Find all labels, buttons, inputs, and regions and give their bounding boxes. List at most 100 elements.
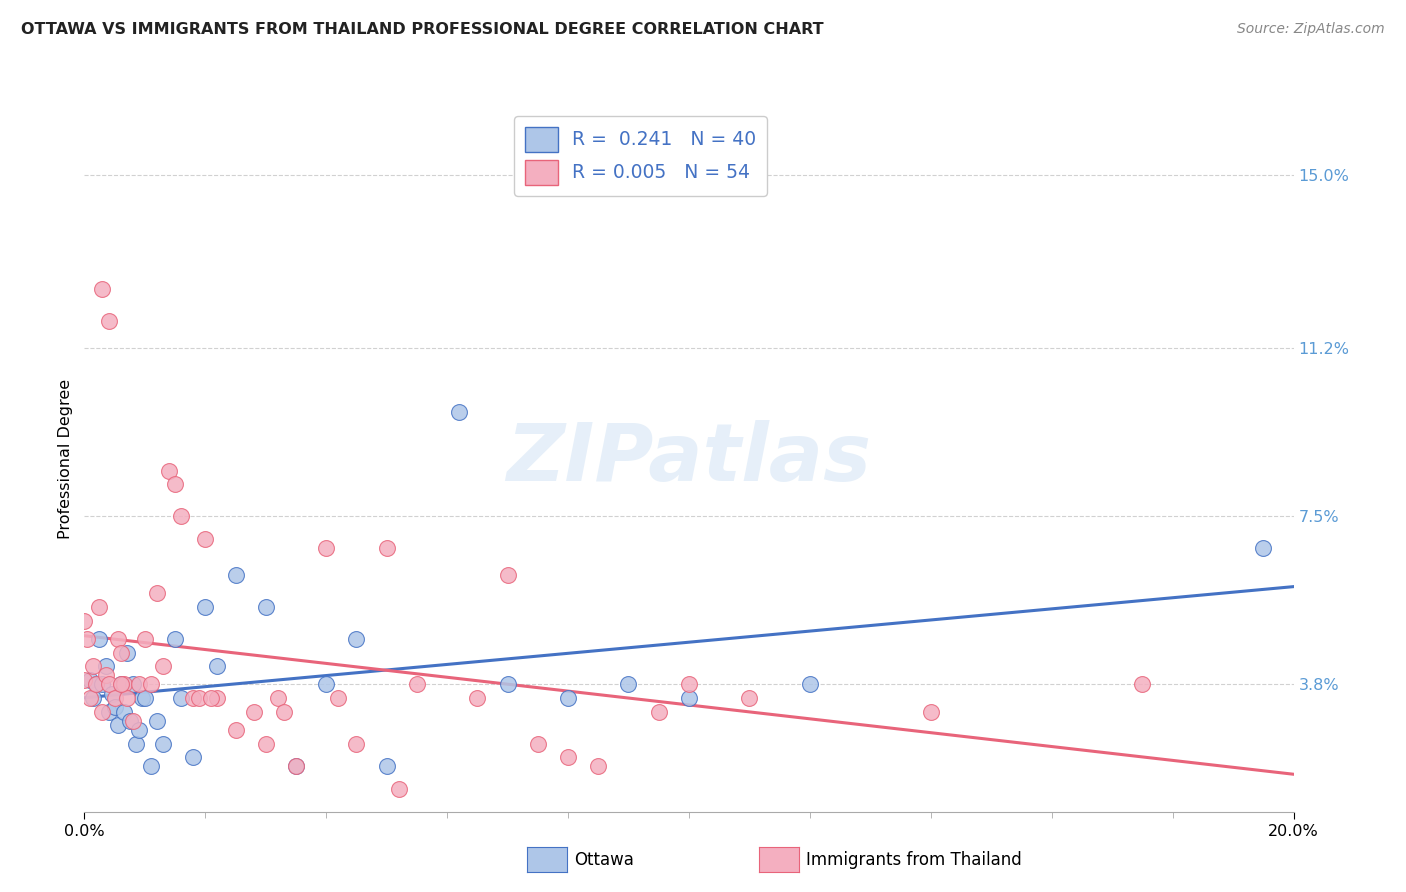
Point	[181, 750, 204, 764]
Point	[97, 705, 120, 719]
Point	[79, 691, 101, 706]
Point	[73, 614, 96, 628]
Point	[1130, 677, 1153, 691]
Point	[738, 691, 761, 706]
Point	[1251, 541, 1274, 555]
Point	[104, 700, 127, 714]
Point	[86, 677, 108, 691]
Point	[254, 737, 277, 751]
Point	[617, 677, 640, 691]
Point	[207, 691, 229, 706]
Legend: R =  0.241   N = 40, R = 0.005   N = 54: R = 0.241 N = 40, R = 0.005 N = 54	[515, 116, 766, 196]
Point	[225, 723, 247, 737]
Point	[375, 541, 398, 555]
Point	[94, 659, 117, 673]
Point	[152, 737, 174, 751]
Point	[152, 659, 174, 673]
Point	[125, 737, 148, 751]
Point	[89, 632, 111, 646]
Point	[121, 714, 143, 728]
Point	[97, 677, 120, 691]
Point	[188, 691, 211, 706]
Point	[115, 691, 138, 706]
Point	[146, 714, 169, 728]
Point	[200, 691, 222, 706]
Point	[82, 659, 104, 673]
Point	[97, 314, 120, 328]
Point	[799, 677, 821, 691]
Text: ZIPatlas: ZIPatlas	[506, 420, 872, 499]
Point	[107, 632, 129, 646]
Point	[557, 750, 579, 764]
Point	[128, 677, 150, 691]
Point	[467, 691, 489, 706]
Point	[388, 782, 411, 797]
Point	[91, 677, 114, 691]
Text: Source: ZipAtlas.com: Source: ZipAtlas.com	[1237, 22, 1385, 37]
Point	[242, 705, 264, 719]
Point	[170, 691, 193, 706]
Text: Immigrants from Thailand: Immigrants from Thailand	[806, 851, 1021, 869]
Point	[121, 677, 143, 691]
Point	[165, 477, 187, 491]
Point	[375, 759, 398, 773]
Point	[678, 677, 700, 691]
Point	[139, 677, 162, 691]
Point	[170, 509, 193, 524]
Point	[134, 632, 156, 646]
Point	[110, 646, 132, 660]
Point	[134, 691, 156, 706]
Y-axis label: Professional Degree: Professional Degree	[58, 379, 73, 540]
Point	[107, 718, 129, 732]
Point	[131, 691, 153, 706]
Point	[110, 677, 132, 691]
Point	[86, 677, 108, 691]
Point	[920, 705, 942, 719]
Point	[557, 691, 579, 706]
Point	[496, 568, 519, 582]
Point	[128, 723, 150, 737]
Point	[100, 686, 122, 700]
Point	[91, 282, 114, 296]
Point	[315, 541, 337, 555]
Point	[146, 586, 169, 600]
Point	[267, 691, 290, 706]
Point	[82, 691, 104, 706]
Point	[104, 691, 127, 706]
Point	[110, 677, 132, 691]
Point	[165, 632, 187, 646]
Point	[118, 714, 141, 728]
Point	[194, 600, 217, 615]
Point	[678, 691, 700, 706]
Point	[449, 404, 471, 418]
Point	[76, 632, 98, 646]
Point	[112, 677, 135, 691]
Point	[89, 600, 111, 615]
Point	[284, 759, 308, 773]
Point	[194, 532, 217, 546]
Point	[112, 705, 135, 719]
Point	[181, 691, 204, 706]
Point	[73, 673, 96, 687]
Point	[225, 568, 247, 582]
Point	[207, 659, 229, 673]
Point	[588, 759, 610, 773]
Point	[315, 677, 337, 691]
Point	[254, 600, 277, 615]
Point	[328, 691, 350, 706]
Point	[94, 668, 117, 682]
Point	[79, 673, 101, 687]
Point	[91, 705, 114, 719]
Point	[346, 737, 368, 751]
Point	[406, 677, 429, 691]
Point	[496, 677, 519, 691]
Text: OTTAWA VS IMMIGRANTS FROM THAILAND PROFESSIONAL DEGREE CORRELATION CHART: OTTAWA VS IMMIGRANTS FROM THAILAND PROFE…	[21, 22, 824, 37]
Point	[139, 759, 162, 773]
Text: Ottawa: Ottawa	[574, 851, 634, 869]
Point	[273, 705, 295, 719]
Point	[527, 737, 550, 751]
Point	[284, 759, 308, 773]
Point	[115, 646, 138, 660]
Point	[647, 705, 671, 719]
Point	[346, 632, 368, 646]
